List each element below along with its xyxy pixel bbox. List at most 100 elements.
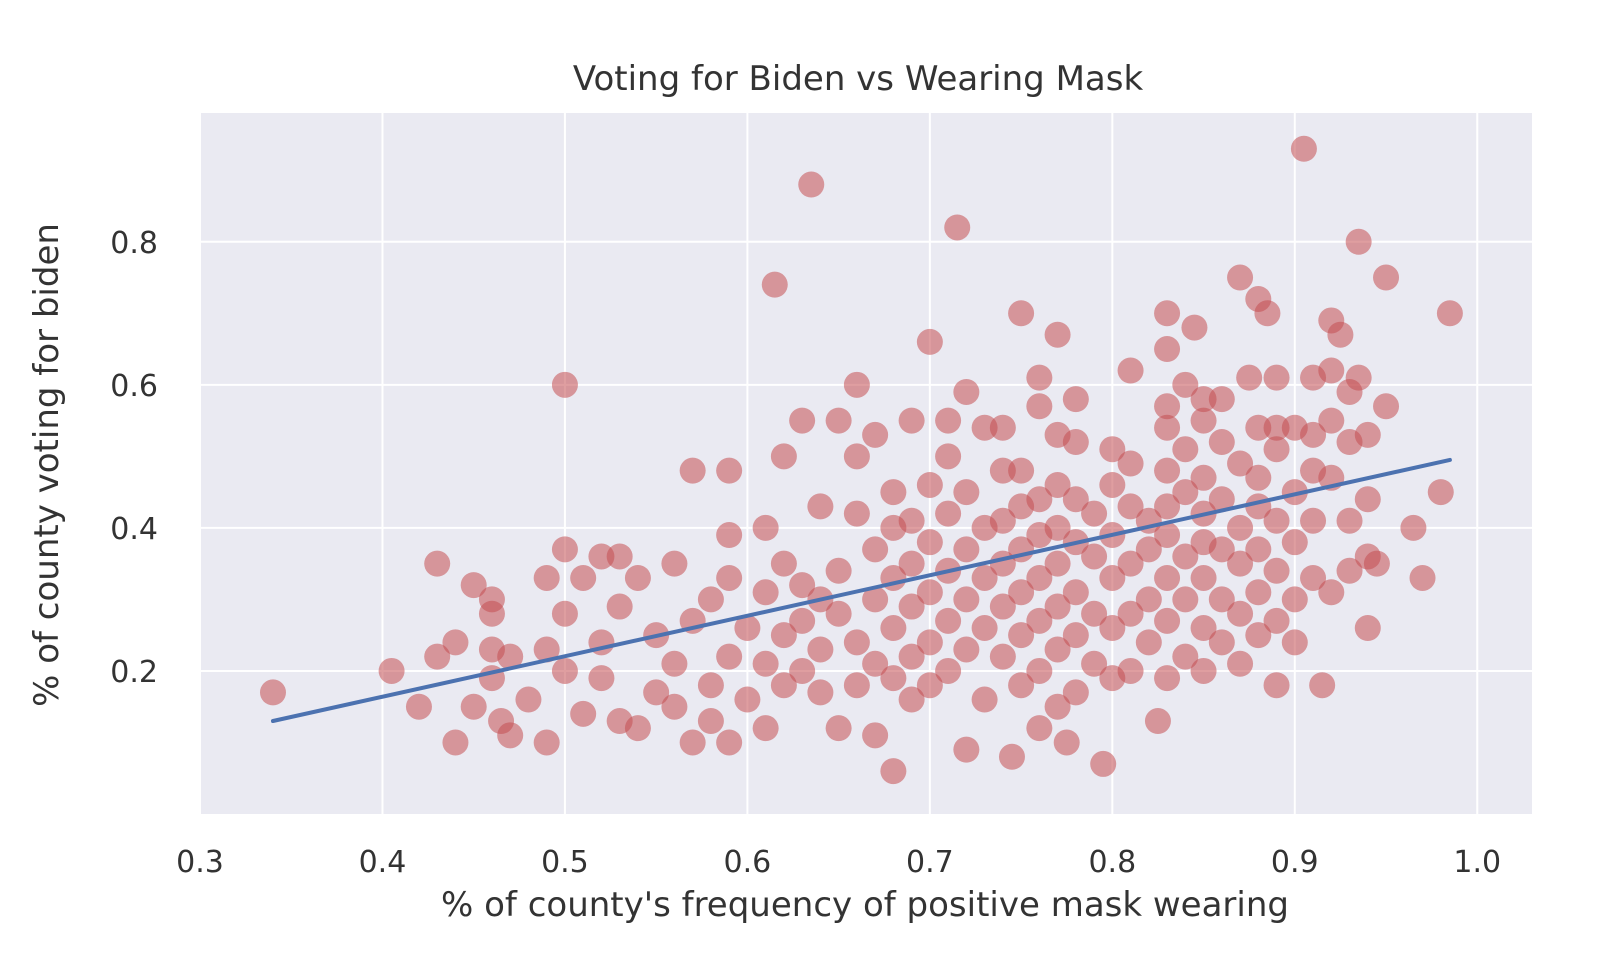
scatter-point bbox=[916, 529, 943, 556]
scatter-point bbox=[1117, 657, 1144, 684]
scatter-point bbox=[880, 665, 907, 692]
scatter-point bbox=[442, 729, 469, 756]
scatter-point bbox=[734, 615, 761, 642]
scatter-point bbox=[643, 679, 670, 706]
scatter-point bbox=[716, 564, 743, 591]
scatter-point bbox=[716, 643, 743, 670]
scatter-point bbox=[953, 586, 980, 613]
scatter-point bbox=[1427, 479, 1454, 506]
scatter-point bbox=[460, 693, 487, 720]
scatter-point bbox=[1227, 650, 1254, 677]
scatter-point bbox=[1318, 357, 1345, 384]
scatter-point bbox=[825, 557, 852, 584]
scatter-point bbox=[1117, 450, 1144, 477]
scatter-point bbox=[1208, 629, 1235, 656]
scatter-point bbox=[1026, 564, 1053, 591]
scatter-point bbox=[570, 700, 597, 727]
scatter-point bbox=[1044, 636, 1071, 663]
scatter-point bbox=[1081, 600, 1108, 627]
scatter-point bbox=[460, 572, 487, 599]
scatter-point bbox=[1373, 393, 1400, 420]
scatter-point bbox=[1062, 429, 1089, 456]
scatter-point bbox=[1172, 643, 1199, 670]
scatter-point bbox=[1154, 336, 1181, 363]
scatter-point bbox=[862, 586, 889, 613]
scatter-point bbox=[1336, 507, 1363, 534]
scatter-point bbox=[1354, 615, 1381, 642]
scatter-point bbox=[1190, 615, 1217, 642]
scatter-point bbox=[935, 607, 962, 634]
scatter-point bbox=[1062, 679, 1089, 706]
scatter-point bbox=[898, 407, 925, 434]
scatter-point bbox=[898, 643, 925, 670]
scatter-point bbox=[1281, 479, 1308, 506]
scatter-point bbox=[825, 600, 852, 627]
scatter-point bbox=[1026, 393, 1053, 420]
scatter-point bbox=[789, 657, 816, 684]
scatter-point bbox=[989, 457, 1016, 484]
scatter-point bbox=[880, 758, 907, 785]
scatter-point bbox=[1227, 600, 1254, 627]
scatter-point bbox=[1300, 421, 1327, 448]
scatter-point bbox=[1154, 607, 1181, 634]
scatter-point bbox=[1044, 593, 1071, 620]
scatter-point bbox=[1190, 657, 1217, 684]
scatter-point bbox=[1144, 708, 1171, 735]
y-tick-label: 0.4 bbox=[110, 512, 158, 547]
scatter-point bbox=[1044, 550, 1071, 577]
scatter-point bbox=[935, 407, 962, 434]
scatter-point bbox=[1062, 579, 1089, 606]
scatter-point bbox=[825, 407, 852, 434]
scatter-point bbox=[843, 672, 870, 699]
scatter-point bbox=[752, 715, 779, 742]
x-tick-label: 0.9 bbox=[1271, 845, 1319, 880]
scatter-point bbox=[1345, 228, 1372, 255]
scatter-point bbox=[1008, 622, 1035, 649]
scatter-point bbox=[1081, 543, 1108, 570]
scatter-point bbox=[935, 500, 962, 527]
scatter-point bbox=[1336, 557, 1363, 584]
scatter-point bbox=[761, 271, 788, 298]
scatter-point bbox=[1227, 514, 1254, 541]
scatter-point bbox=[1154, 564, 1181, 591]
scatter-point bbox=[953, 736, 980, 763]
x-tick-label: 0.5 bbox=[541, 845, 589, 880]
scatter-point bbox=[1345, 364, 1372, 391]
scatter-point bbox=[606, 543, 633, 570]
scatter-point bbox=[1190, 386, 1217, 413]
scatter-point bbox=[1245, 536, 1272, 563]
scatter-point bbox=[1327, 321, 1354, 348]
scatter-point bbox=[944, 214, 971, 241]
scatter-point bbox=[770, 443, 797, 470]
scatter-point bbox=[916, 672, 943, 699]
scatter-point bbox=[1263, 436, 1290, 463]
y-tick-labels: 0.2 0.4 0.6 0.8 bbox=[110, 226, 158, 690]
scatter-point bbox=[1290, 135, 1317, 162]
scatter-point bbox=[1245, 622, 1272, 649]
chart-title: Voting for Biden vs Wearing Mask bbox=[573, 59, 1144, 99]
scatter-point bbox=[1363, 550, 1390, 577]
scatter-point bbox=[998, 743, 1025, 770]
scatter-point bbox=[551, 600, 578, 627]
x-tick-label: 0.3 bbox=[176, 845, 224, 880]
scatter-point bbox=[1154, 493, 1181, 520]
x-tick-label: 0.6 bbox=[724, 845, 772, 880]
x-tick-label: 1.0 bbox=[1453, 845, 1501, 880]
scatter-point bbox=[1318, 579, 1345, 606]
scatter-point bbox=[259, 679, 286, 706]
scatter-point bbox=[424, 550, 451, 577]
scatter-point bbox=[1190, 464, 1217, 491]
scatter-point bbox=[1135, 586, 1162, 613]
scatter-point bbox=[1190, 564, 1217, 591]
scatter-point bbox=[1263, 364, 1290, 391]
scatter-point bbox=[1008, 300, 1035, 327]
scatter-point bbox=[1135, 536, 1162, 563]
scatter-point bbox=[1008, 579, 1035, 606]
scatter-point bbox=[789, 572, 816, 599]
scatter-point bbox=[1227, 450, 1254, 477]
scatter-point bbox=[1181, 314, 1208, 341]
scatter-point bbox=[1254, 300, 1281, 327]
scatter-point bbox=[1172, 436, 1199, 463]
scatter-point bbox=[798, 171, 825, 198]
scatter-point bbox=[935, 443, 962, 470]
